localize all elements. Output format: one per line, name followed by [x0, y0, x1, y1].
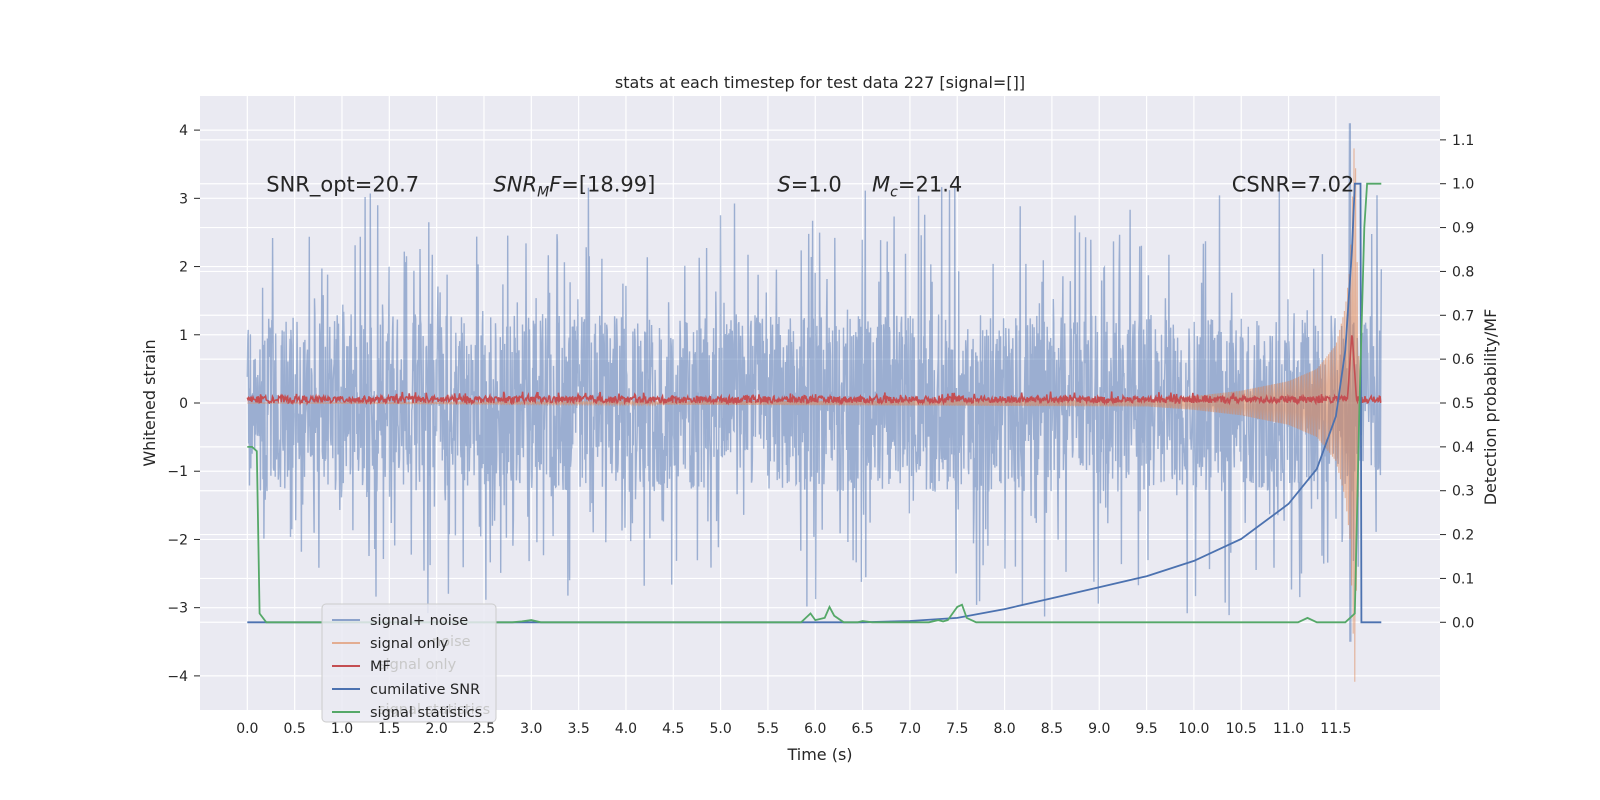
- x-tick-label: 11.0: [1273, 721, 1304, 737]
- chart-title: stats at each timestep for test data 227…: [615, 73, 1025, 92]
- legend-label: signal only: [370, 636, 449, 652]
- annotation: CSNR=7.02: [1232, 173, 1355, 197]
- y-axis-right-ticks: 0.0 0.1 0.2 0.3 0.4 0.5 0.6 0.7 0.8 0.9 1.0 1.1: [1440, 133, 1474, 631]
- y-axis-left-ticks: −4 −3 −2 −1 0 1 2 3 4: [167, 123, 200, 685]
- x-axis-label: Time (s): [786, 745, 852, 764]
- x-tick-label: 2.5: [473, 721, 495, 737]
- annotation: S=1.0: [777, 173, 841, 197]
- series-mf: [246, 335, 1382, 406]
- x-tick-label: 9.0: [1088, 721, 1110, 737]
- x-tick-label: 4.5: [662, 721, 684, 737]
- x-tick-label: 9.5: [1135, 721, 1157, 737]
- y-right-tick-label: 0.9: [1452, 221, 1474, 237]
- y-axis-right-label: Detection probability/MF: [1481, 309, 1500, 506]
- legend-ghost-label: signal statistics: [378, 702, 490, 718]
- x-tick-label: 0.0: [236, 721, 258, 737]
- x-tick-label: 10.5: [1226, 721, 1257, 737]
- legend-label: signal statistics: [370, 705, 482, 721]
- x-tick-label: 10.0: [1178, 721, 1209, 737]
- y-right-tick-label: 0.4: [1452, 440, 1474, 456]
- y-right-tick-label: 1.0: [1452, 177, 1474, 193]
- x-tick-label: 1.5: [378, 721, 400, 737]
- series-cumilative-snr: [247, 182, 1382, 624]
- y-right-tick-label: 0.5: [1452, 396, 1474, 412]
- y-right-tick-label: 0.1: [1452, 571, 1474, 587]
- legend-label: signal+ noise: [370, 613, 468, 629]
- y-left-tick-label: −2: [167, 532, 188, 548]
- x-tick-label: 8.0: [993, 721, 1015, 737]
- y-left-tick-label: 4: [179, 123, 188, 139]
- legend-box: [321, 603, 497, 723]
- x-tick-label: 0.5: [284, 721, 306, 737]
- y-right-tick-label: 0.6: [1452, 352, 1474, 368]
- x-tick-label: 6.5: [851, 721, 873, 737]
- x-tick-label: 7.5: [946, 721, 968, 737]
- y-left-tick-label: 0: [179, 396, 188, 412]
- x-tick-label: 7.0: [899, 721, 921, 737]
- annotation: SNR_opt=20.7: [266, 173, 419, 198]
- legend-ghost-label: noise: [432, 634, 471, 650]
- y-left-tick-label: 2: [179, 260, 188, 276]
- y-left-tick-label: 1: [179, 328, 188, 344]
- legend-label: MF: [370, 659, 391, 675]
- x-tick-label: 11.5: [1320, 721, 1351, 737]
- x-tick-label: 6.0: [804, 721, 826, 737]
- annotation: SNRMF=[18.99]: [493, 173, 655, 201]
- y-right-tick-label: 0.7: [1452, 308, 1474, 324]
- y-left-tick-label: −1: [167, 464, 188, 480]
- legend-ghost-label: signal only: [378, 657, 457, 673]
- y-right-tick-label: 0.8: [1452, 264, 1474, 280]
- series-signal-statistics: [247, 182, 1382, 624]
- x-tick-label: 8.5: [1041, 721, 1063, 737]
- x-tick-label: 3.0: [520, 721, 542, 737]
- x-axis-ticks: 0.0 0.5 1.0 1.5 2.0 2.5 3.0 3.5 4.0 4.5 5.0 5.5 6.0 6…: [236, 721, 1351, 737]
- y-left-tick-label: −3: [167, 601, 188, 617]
- y-right-tick-label: 1.1: [1452, 133, 1474, 149]
- legend-label: cumilative SNR: [370, 682, 480, 698]
- annotations: SNR_opt=20.7 SNRMF=[18.99] S=1.0 Mc=21.4 CSN…: [266, 173, 1354, 201]
- annotation: Mc=21.4: [872, 173, 962, 201]
- x-tick-label: 4.0: [615, 721, 637, 737]
- y-right-tick-label: 0.2: [1452, 528, 1474, 544]
- y-left-tick-label: 3: [179, 191, 188, 207]
- y-right-tick-label: 0.3: [1452, 484, 1474, 500]
- y-left-tick-label: −4: [167, 669, 188, 685]
- x-tick-label: 3.5: [567, 721, 589, 737]
- y-right-tick-label: 0.0: [1452, 615, 1474, 631]
- x-tick-label: 1.0: [331, 721, 353, 737]
- y-axis-left-label: Whitened strain: [140, 339, 159, 466]
- series-layer: [246, 123, 1382, 682]
- x-tick-label: 5.0: [709, 721, 731, 737]
- x-tick-label: 5.5: [757, 721, 779, 737]
- x-tick-label: 2.0: [426, 721, 448, 737]
